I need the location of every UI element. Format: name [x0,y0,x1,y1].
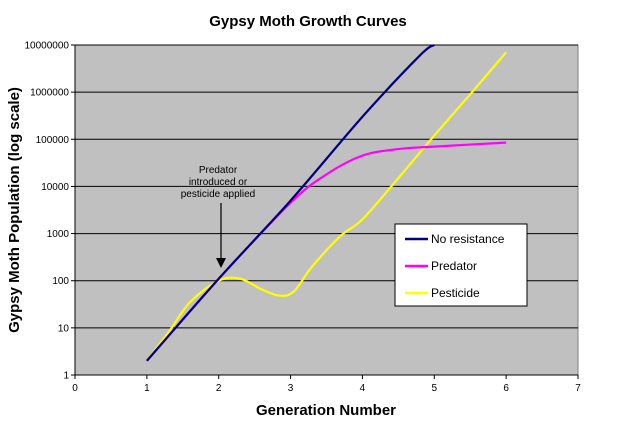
y-tick-label: 100000 [36,135,70,146]
x-tick-label: 0 [72,383,78,394]
legend-label-predator: Predator [431,259,477,273]
x-tick-label: 4 [360,383,366,394]
annotation-line-1: Predator [199,165,238,176]
annotation: Predator introduced or pesticide applied [181,165,256,268]
x-axis: 0 1 2 3 4 5 6 7 [72,45,581,394]
x-axis-title: Generation Number [256,402,396,419]
annotation-line-3: pesticide applied [181,189,256,200]
x-tick-label: 5 [432,383,438,394]
x-tick-label: 7 [575,383,581,394]
x-tick-label: 1 [144,383,150,394]
series-line-no-resistance [146,44,435,362]
annotation-arrow-head [216,258,226,268]
series-lines [145,44,507,362]
y-tick-label: 10000000 [25,41,70,52]
legend-label-pesticide: Pesticide [431,286,480,300]
x-tick-label: 2 [216,383,222,394]
legend: No resistance Predator Pesticide [394,223,528,307]
y-tick-label: 10 [58,323,70,334]
plot-area [74,44,579,376]
grid-lines [75,44,578,329]
chart-title: Gypsy Moth Growth Curves [209,13,407,30]
y-tick-label: 1000000 [30,88,69,99]
y-tick-label: 10000 [41,182,69,193]
y-tick-label: 1000 [47,229,70,240]
y-tick-label: 100 [52,276,69,287]
annotation-line-2: introduced or [189,177,248,188]
y-tick-label: 1 [63,371,69,382]
x-tick-label: 3 [288,383,294,394]
y-axis: 1 10 100 1000 10000 100000 1000000 10000000 [25,41,75,382]
legend-label-no-resistance: No resistance [431,232,505,246]
y-axis-title: Gypsy Moth Population (log scale) [6,87,23,333]
x-tick-label: 6 [503,383,509,394]
